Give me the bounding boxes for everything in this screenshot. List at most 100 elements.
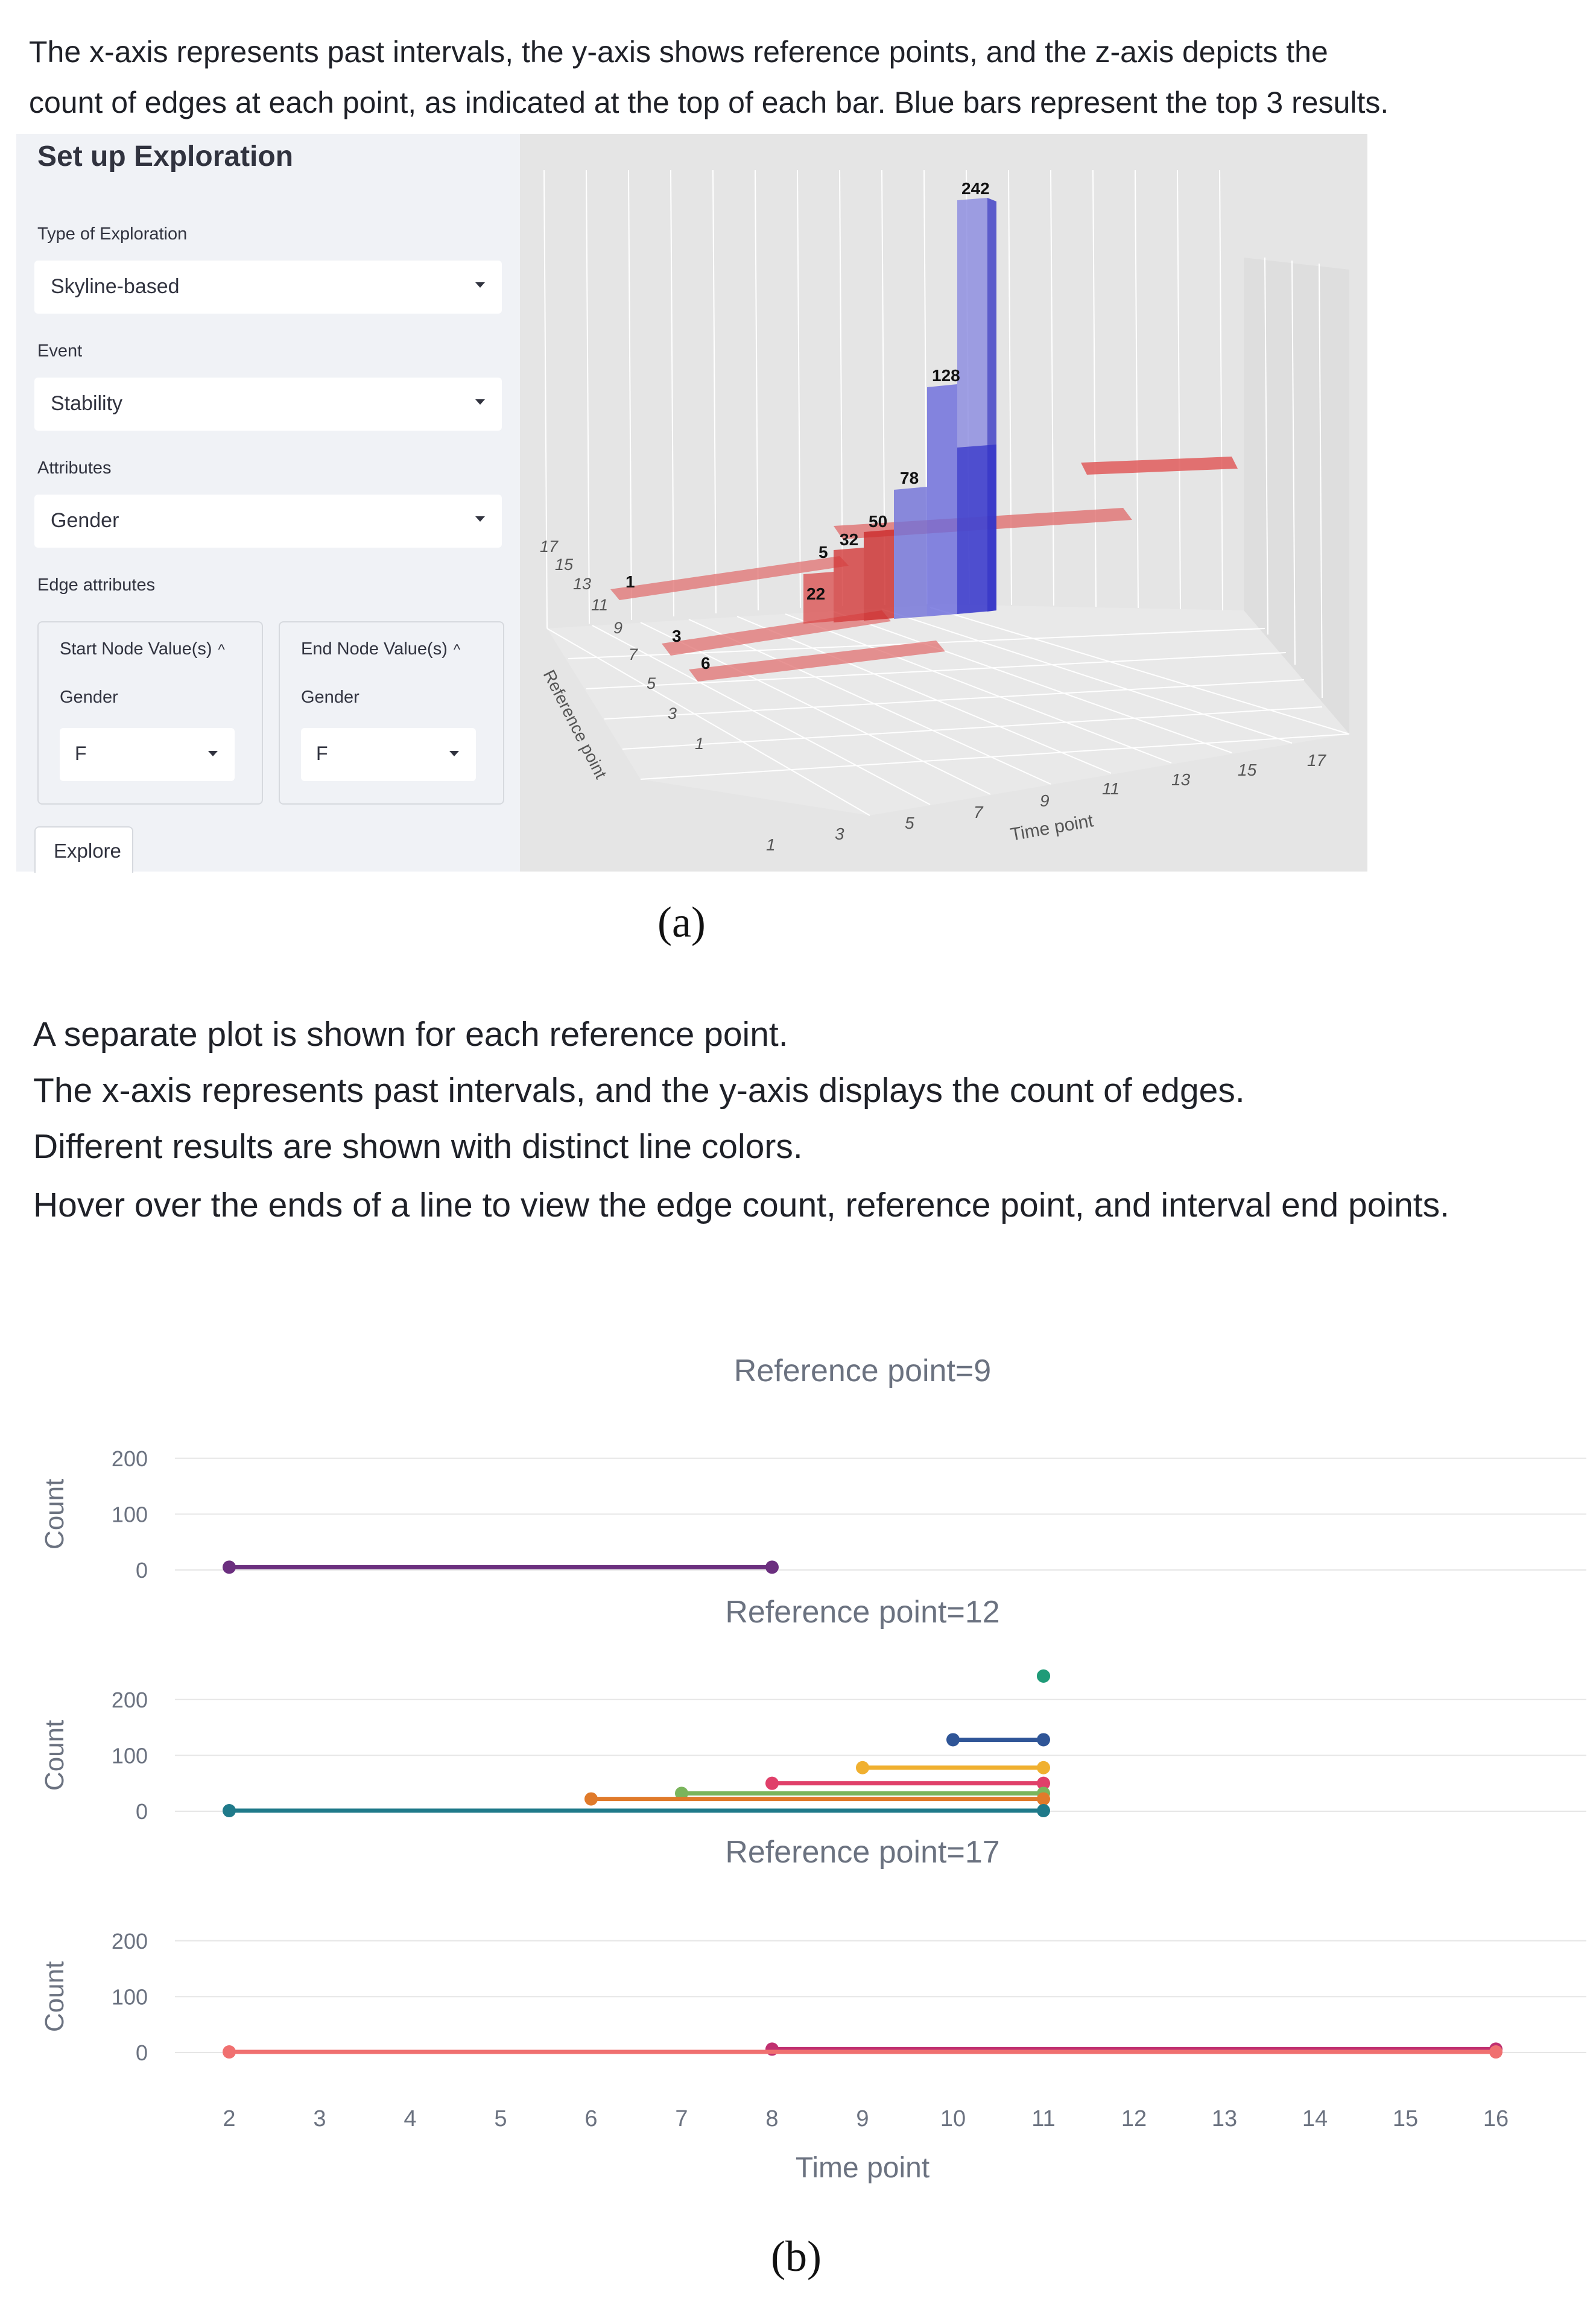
end-node-header[interactable]: End Node Value(s) ^ [301, 639, 460, 659]
series-start-point[interactable] [765, 1776, 779, 1790]
start-node-value-select[interactable]: F [60, 728, 235, 781]
type-of-exploration-select[interactable]: Skyline-based [34, 261, 502, 314]
caption-a-line2: count of edges at each point, as indicat… [29, 86, 1389, 119]
bar-value-6[interactable] [689, 641, 945, 682]
x-tick-label: 13 [1212, 2106, 1237, 2132]
series-line[interactable] [223, 2045, 1503, 2059]
subplot-title: Reference point=12 [725, 1595, 999, 1630]
start-node-header[interactable]: Start Node Value(s) ^ [60, 639, 225, 659]
series-end-point[interactable] [1037, 1792, 1050, 1806]
end-node-value-select[interactable]: F [301, 728, 476, 781]
x-tick-7: 7 [974, 803, 984, 821]
series-line[interactable] [584, 1792, 1050, 1806]
series-end-point[interactable] [1037, 1669, 1050, 1683]
description-line4: Hover over the ends of a line to view th… [33, 1186, 1449, 1224]
series-start-point[interactable] [675, 1787, 688, 1800]
y-tick-label: 0 [136, 2040, 148, 2065]
x-tick-label: 10 [940, 2106, 966, 2132]
series-end-point[interactable] [1489, 2045, 1503, 2059]
skyline-3d-bar-chart[interactable]: 242 128 78 50 32 22 5 1 3 6 1 3 5 7 9 11… [520, 134, 1367, 872]
series-end-point[interactable] [1037, 1761, 1050, 1774]
x-tick-label: 7 [675, 2106, 688, 2132]
series-start-point[interactable] [584, 1792, 598, 1806]
event-select[interactable]: Stability [34, 378, 502, 431]
bar-label-5: 5 [819, 543, 828, 562]
bar-label-242: 242 [961, 179, 990, 198]
x-tick-label: 3 [313, 2106, 326, 2132]
x-tick-label: 12 [1121, 2106, 1147, 2132]
series-start-point[interactable] [223, 1560, 236, 1574]
y-tick-label: 200 [112, 1929, 148, 1954]
subplot-2[interactable]: Reference point=12 0 100 200 Count [40, 1595, 1586, 1824]
caret-down-icon [475, 516, 485, 522]
end-node-value: F [316, 742, 328, 764]
start-node-value: F [75, 742, 87, 764]
y-tick-label: 100 [112, 1502, 148, 1527]
series-end-point[interactable] [1037, 1804, 1050, 1818]
x-tick-label: 5 [494, 2106, 507, 2132]
start-node-header-label: Start Node Value(s) [60, 639, 212, 659]
x-axis: 2 3 4 5 6 7 8 9 10 11 12 13 14 15 16 Time point [223, 2106, 1509, 2184]
x-axis-ticks: 1 3 5 7 9 11 13 15 17 [766, 751, 1327, 854]
explore-button[interactable]: Explore [34, 826, 133, 873]
series-line[interactable] [946, 1733, 1050, 1747]
y-tick-1: 1 [695, 735, 704, 753]
series-line[interactable] [1037, 1669, 1050, 1683]
subplot-3[interactable]: Reference point=17 0 100 200 Count [40, 1835, 1586, 2065]
end-node-expander[interactable]: End Node Value(s) ^ Gender F [279, 621, 504, 805]
bar-value-78[interactable] [894, 487, 927, 619]
series-line[interactable] [765, 1776, 1050, 1790]
bar-value-50[interactable] [864, 530, 894, 621]
subfigure-label-a: (a) [657, 898, 706, 946]
floor-grid [546, 607, 1350, 816]
y-axis-title: Count [40, 1720, 69, 1791]
bar-label-1: 1 [625, 572, 635, 591]
y-tick-label: 200 [112, 1688, 148, 1712]
y-tick-label: 100 [112, 1743, 148, 1768]
bar-chart-3d-svg[interactable]: 242 128 78 50 32 22 5 1 3 6 1 3 5 7 9 11… [520, 134, 1367, 872]
series-end-point[interactable] [1037, 1733, 1050, 1747]
bar-value-32[interactable] [834, 548, 864, 622]
panel-title: Set up Exploration [37, 141, 294, 172]
exploration-setup-panel: Set up Exploration Type of Exploration S… [16, 134, 520, 873]
event-label: Event [37, 341, 83, 361]
y-tick-3: 3 [668, 704, 677, 723]
description-line3: Different results are shown with distinc… [33, 1127, 803, 1166]
caret-down-icon [449, 751, 459, 756]
event-value: Stability [51, 392, 123, 415]
series-end-point[interactable] [765, 1560, 779, 1574]
attributes-label: Attributes [37, 458, 112, 478]
attributes-select[interactable]: Gender [34, 495, 502, 548]
subplot-title: Reference point=17 [725, 1835, 999, 1870]
x-tick-label: 6 [584, 2106, 597, 2132]
x-tick-13: 13 [1171, 770, 1191, 789]
series-start-point[interactable] [223, 1804, 236, 1818]
series-end-point[interactable] [1037, 1776, 1050, 1790]
explore-button-label: Explore [54, 840, 121, 862]
y-tick-7: 7 [629, 645, 638, 663]
description-line1: A separate plot is shown for each refere… [33, 1015, 788, 1054]
bar-value-1[interactable] [610, 556, 849, 600]
y-tick-label: 0 [136, 1799, 148, 1824]
series-start-point[interactable] [856, 1761, 869, 1774]
x-axis-title: Time point [796, 2152, 929, 2184]
bar-label-3: 3 [672, 627, 682, 645]
series-start-point[interactable] [223, 2045, 236, 2059]
series-line[interactable] [223, 1560, 779, 1574]
bar-value-128[interactable] [927, 384, 957, 616]
x-tick-1: 1 [766, 835, 776, 854]
subplot-1[interactable]: Reference point=9 0 100 200 Count [40, 1353, 1586, 1583]
bar-value-stripe[interactable] [1081, 457, 1238, 475]
x-tick-label: 4 [404, 2106, 416, 2132]
x-tick-label: 8 [765, 2106, 778, 2132]
series-start-point[interactable] [946, 1733, 960, 1747]
y-tick-5: 5 [647, 674, 656, 692]
bar-value-22[interactable] [803, 572, 834, 624]
chevron-up-icon: ^ [453, 642, 461, 658]
subfigure-label-b: (b) [771, 2232, 822, 2280]
series-line[interactable] [223, 1804, 1050, 1818]
type-of-exploration-label: Type of Exploration [37, 224, 188, 244]
series-line[interactable] [856, 1761, 1050, 1774]
start-node-expander[interactable]: Start Node Value(s) ^ Gender F [37, 621, 263, 805]
